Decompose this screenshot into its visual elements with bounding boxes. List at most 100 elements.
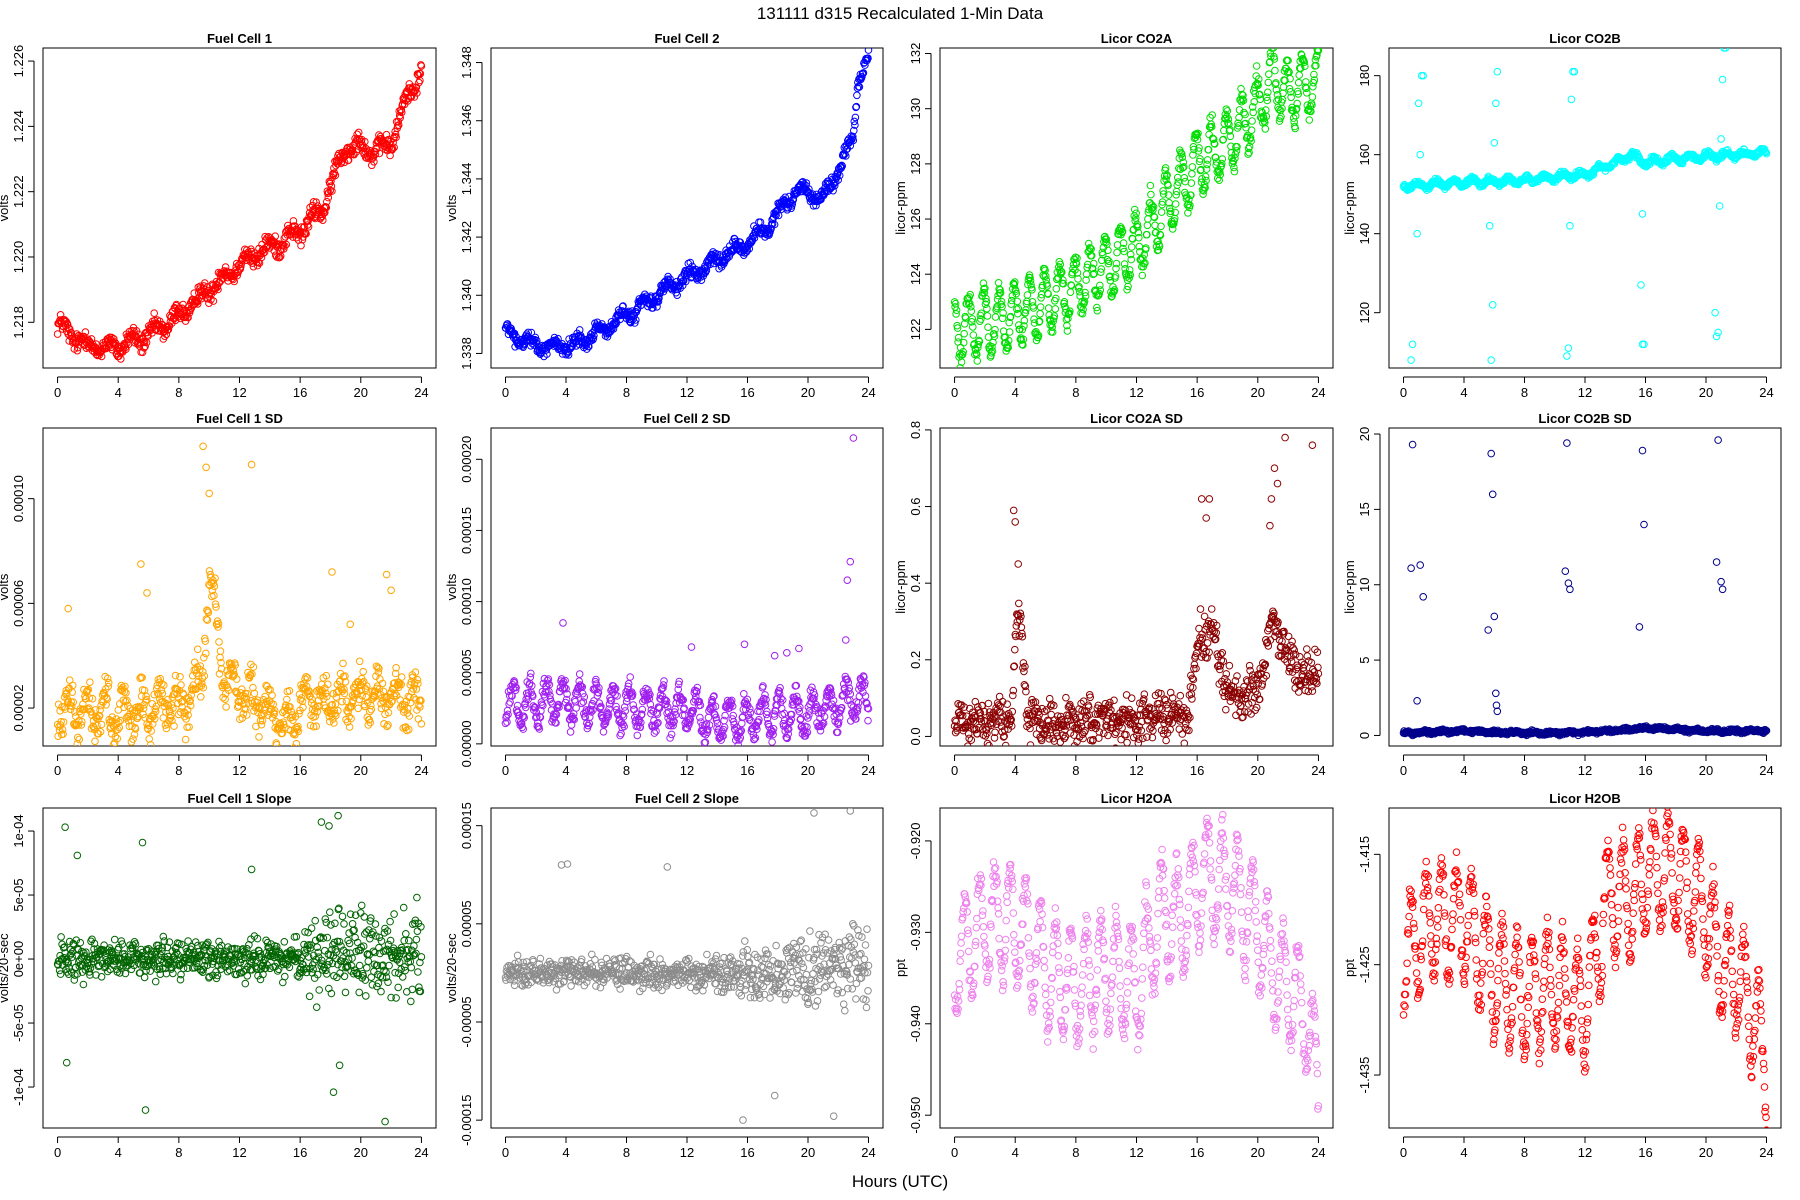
- data-point: [589, 706, 597, 714]
- y-axis-label: volts: [444, 573, 459, 600]
- data-point: [339, 659, 347, 668]
- data-point: [404, 704, 412, 713]
- data-point: [1066, 700, 1074, 709]
- data-point: [644, 686, 652, 694]
- x-tick-label: 0: [54, 385, 61, 400]
- data-point: [324, 680, 332, 689]
- outlier-point: [1712, 332, 1721, 341]
- data-point: [566, 728, 575, 736]
- data-point: [831, 704, 840, 713]
- data-point: [655, 294, 663, 302]
- data-point: [703, 728, 712, 737]
- data-point: [544, 675, 553, 683]
- data-point: [1009, 691, 1017, 700]
- data-point: [1000, 726, 1009, 734]
- data-point: [967, 307, 976, 316]
- data-point: [1163, 171, 1171, 179]
- data-point: [671, 705, 679, 713]
- data-point: [322, 689, 330, 698]
- data-point: [1150, 213, 1159, 222]
- data-point: [637, 718, 645, 727]
- data-point: [998, 314, 1007, 323]
- data-point: [1141, 259, 1149, 267]
- data-point: [1264, 78, 1273, 87]
- data-point: [965, 299, 974, 308]
- data-point: [612, 702, 620, 711]
- data-point: [1194, 129, 1202, 138]
- data-point: [373, 144, 381, 153]
- x-tick-label: 4: [1460, 385, 1467, 400]
- outlier-point: [1487, 356, 1495, 364]
- data-point: [619, 302, 627, 310]
- x-tick-label: 24: [1311, 385, 1325, 400]
- data-point: [1175, 164, 1183, 173]
- data-point: [1028, 286, 1036, 294]
- data-point: [1218, 155, 1227, 163]
- data-point: [1015, 632, 1024, 640]
- data-point: [1006, 312, 1015, 321]
- data-point: [999, 309, 1007, 317]
- data-point: [622, 697, 631, 706]
- data-point: [59, 730, 67, 738]
- data-point: [528, 681, 536, 690]
- data-point: [860, 681, 869, 690]
- data-point: [958, 350, 967, 359]
- data-point: [377, 704, 386, 713]
- data-point: [1187, 191, 1195, 199]
- data-point: [87, 708, 95, 716]
- data-point: [366, 707, 374, 716]
- data-point: [520, 714, 529, 722]
- data-point: [562, 695, 571, 704]
- plot-frame: [42, 47, 437, 369]
- data-point: [81, 328, 90, 336]
- data-point: [417, 697, 425, 705]
- data-point: [781, 193, 790, 202]
- data-point: [1278, 104, 1286, 113]
- data-point: [1203, 156, 1212, 164]
- data-point: [1270, 55, 1279, 63]
- x-tick-label: 0: [1400, 385, 1407, 400]
- data-point: [1305, 116, 1314, 124]
- data-point: [827, 691, 836, 700]
- data-point: [75, 717, 83, 725]
- x-tick-label: 24: [861, 385, 875, 400]
- data-point: [763, 714, 772, 723]
- data-point: [600, 720, 609, 728]
- data-point: [1126, 250, 1135, 259]
- outlier-point: [328, 568, 336, 576]
- data-point: [632, 316, 640, 324]
- data-point: [383, 722, 391, 731]
- data-point: [1185, 195, 1193, 204]
- data-point: [1087, 251, 1096, 260]
- data-point: [1022, 687, 1030, 696]
- x-tick-label: 16: [293, 763, 307, 778]
- data-point: [952, 306, 961, 315]
- data-point: [975, 337, 984, 346]
- data-point: [736, 729, 744, 737]
- data-point: [91, 706, 100, 714]
- data-point: [837, 703, 846, 712]
- data-point: [1096, 286, 1105, 294]
- x-tick-label: 20: [801, 385, 815, 400]
- x-tick-label: 24: [414, 385, 428, 400]
- data-point: [1143, 733, 1151, 741]
- data-point: [957, 710, 965, 719]
- data-point: [147, 727, 155, 735]
- x-tick-label: 16: [740, 385, 754, 400]
- data-point: [1127, 255, 1135, 264]
- data-point: [560, 683, 569, 692]
- data-point: [1273, 91, 1282, 99]
- data-point: [864, 54, 872, 63]
- data-point: [202, 615, 211, 623]
- data-point: [620, 722, 629, 731]
- data-point: [1301, 62, 1309, 70]
- data-point: [816, 726, 825, 735]
- data-point: [983, 739, 992, 746]
- data-point: [1120, 247, 1128, 256]
- data-point: [309, 198, 318, 206]
- data-point: [575, 677, 584, 686]
- data-point: [555, 703, 563, 712]
- data-point: [1063, 327, 1072, 335]
- data-point: [1140, 695, 1148, 703]
- data-point: [109, 740, 118, 746]
